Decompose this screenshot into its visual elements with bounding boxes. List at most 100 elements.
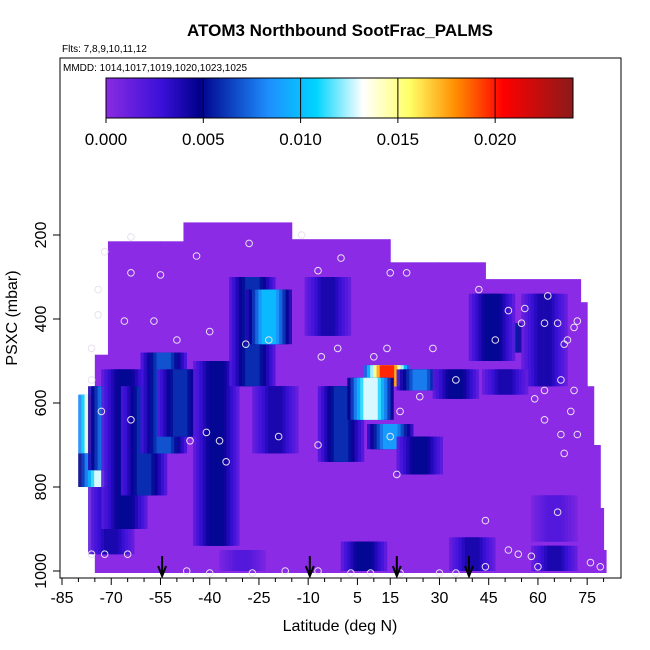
sample-point <box>586 558 595 567</box>
sample-point <box>127 233 135 241</box>
sample-point <box>517 319 526 328</box>
sample-point <box>186 437 194 445</box>
heatmap-cell <box>497 369 513 395</box>
colorbar: 0.000 0.005 0.010 0.015 0.020 <box>85 77 574 149</box>
x-tick-label: -25 <box>247 590 270 607</box>
heatmap-cell <box>448 369 464 399</box>
colorbar-tick-label: 0.010 <box>279 130 322 149</box>
y-tick-label: 200 <box>33 222 50 249</box>
heatmap-cell <box>537 293 552 387</box>
marker-arrows <box>157 556 474 579</box>
sample-point <box>222 458 230 466</box>
sample-point <box>127 416 135 424</box>
sample-point <box>156 271 165 279</box>
x-tick-label: -10 <box>297 590 320 607</box>
colorbar-tick-label: 0.015 <box>377 130 420 149</box>
sample-point <box>173 336 181 344</box>
sample-point <box>94 311 102 319</box>
sample-point <box>383 344 391 353</box>
heatmap-cell <box>268 386 283 454</box>
sample-point <box>543 292 552 300</box>
sample-point <box>202 428 211 437</box>
heatmap-cell <box>172 369 188 437</box>
sample-point <box>596 563 605 571</box>
sample-point <box>393 470 401 479</box>
sample-point <box>514 550 523 559</box>
chart-subtitle-dates: MMDD: 1014,1017,1019,1020,1023,1025 <box>63 63 247 74</box>
sample-point <box>570 323 578 332</box>
sample-point <box>87 376 96 384</box>
colorbar-fill <box>105 77 574 119</box>
sample-point <box>314 266 322 275</box>
sample-point <box>560 449 569 458</box>
x-tick-label: -55 <box>149 590 172 607</box>
sample-point <box>97 407 106 416</box>
colorbar-tick-label: 0.000 <box>85 130 128 149</box>
heatmap-cell <box>209 361 224 546</box>
x-tick-label: 5 <box>353 590 362 607</box>
y-tick-label: 600 <box>33 390 50 417</box>
sample-point <box>557 430 565 439</box>
heatmap-cell <box>333 386 349 462</box>
sample-point <box>504 306 513 315</box>
chart-title: ATOM3 Northbound SootFrac_PALMS <box>187 21 493 40</box>
marker-arrow <box>391 556 402 579</box>
sample-point <box>314 441 322 449</box>
sample-point <box>570 386 578 395</box>
sample-point <box>366 569 375 577</box>
heatmap-cell <box>320 277 336 336</box>
colorbar-ticks: 0.000 0.005 0.010 0.015 0.020 <box>85 78 517 149</box>
colorbar-tick-label: 0.020 <box>474 130 517 149</box>
sample-point <box>573 317 582 325</box>
heatmap-envelope-column <box>439 262 473 573</box>
heatmap-envelope-column <box>570 279 582 573</box>
heatmap-envelope-column <box>593 445 601 573</box>
sample-point <box>386 432 395 441</box>
heatmap-cell <box>412 436 427 475</box>
sample-point <box>94 285 102 294</box>
sample-point <box>297 231 306 239</box>
sample-point <box>127 269 135 277</box>
heatmap-cell <box>547 545 562 571</box>
sample-point <box>553 508 562 517</box>
sample-point <box>100 550 109 559</box>
sample-point <box>317 353 326 361</box>
sample-point <box>370 353 378 361</box>
colorbar-tick-label: 0.005 <box>182 130 225 149</box>
sample-point <box>205 569 214 577</box>
sample-point <box>242 340 250 349</box>
heatmap-cell <box>363 377 378 420</box>
heatmap-envelope-column <box>587 386 595 573</box>
heatmap-cell <box>412 369 427 391</box>
sample-point <box>504 546 513 554</box>
heatmap-envelope-column <box>603 550 607 573</box>
x-axis: -85 -70 -55 -40 -25 -10 5 15 30 45 60 75 <box>50 578 605 607</box>
sample-point <box>573 430 582 439</box>
sample-point <box>337 254 345 262</box>
heatmap-envelope-column <box>580 302 588 573</box>
x-tick-label: 15 <box>381 590 399 607</box>
y-axis: 200 400 600 800 1000 <box>33 222 60 589</box>
x-tick-label: -40 <box>198 590 221 607</box>
heatmap-cell <box>235 550 250 571</box>
sample-point <box>333 344 342 353</box>
heatmap-envelope-column <box>390 262 440 573</box>
sample-point <box>521 304 529 313</box>
sample-point <box>396 407 404 416</box>
sample-point <box>415 392 424 401</box>
sample-point <box>435 569 444 577</box>
sample-point <box>402 269 411 277</box>
sample-point <box>205 327 214 336</box>
sample-point <box>248 569 257 577</box>
x-tick-label: -85 <box>50 590 73 607</box>
sample-point <box>452 569 460 577</box>
sample-point <box>192 252 201 260</box>
sample-point <box>540 319 549 328</box>
sample-point <box>120 317 129 325</box>
x-axis-label: Latitude (deg N) <box>283 618 398 635</box>
sample-point <box>566 407 575 416</box>
x-tick-label: 45 <box>480 590 498 607</box>
sample-point <box>481 563 490 571</box>
sample-point <box>475 285 483 294</box>
